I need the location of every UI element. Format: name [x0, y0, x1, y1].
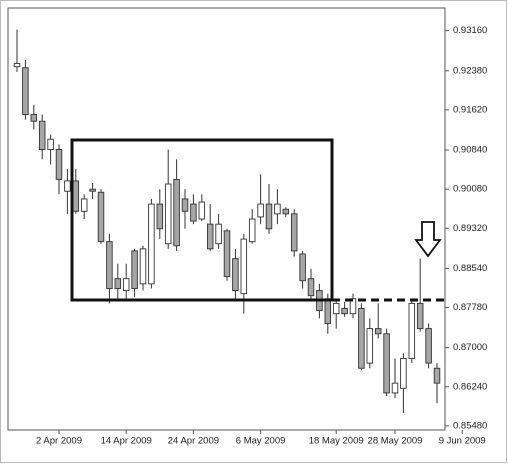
y-tick-label: 0.93160	[453, 25, 487, 36]
candle-body	[156, 203, 164, 230]
candle-body	[122, 278, 130, 291]
candle-body	[383, 333, 390, 394]
plot-area	[7, 7, 446, 431]
x-tick-label: 6 May 2009	[236, 436, 286, 447]
candles	[13, 29, 441, 414]
candle-body	[416, 302, 424, 330]
candle-body	[248, 218, 256, 243]
candle-body	[358, 308, 365, 369]
candle-body	[307, 278, 315, 297]
candle-body	[64, 180, 71, 192]
candle-body	[190, 203, 197, 222]
candle-body	[181, 198, 189, 212]
y-tick-label: 0.89320	[453, 223, 487, 234]
y-tick-label: 0.87780	[453, 302, 487, 313]
range-box	[70, 138, 334, 302]
x-tick-label: 2 Apr 2009	[36, 436, 82, 447]
candle-body	[232, 258, 239, 291]
y-tick-label: 0.88540	[453, 263, 487, 274]
candle-body	[47, 138, 54, 150]
x-tick-label: 18 May 2009	[309, 436, 364, 447]
y-tick-label: 0.85480	[453, 420, 487, 431]
candle-body	[80, 198, 88, 212]
x-tick-label: 14 Apr 2009	[101, 436, 152, 447]
candle-body	[223, 230, 231, 278]
candle-body	[114, 278, 122, 289]
candle-body	[30, 114, 38, 122]
candle-body	[106, 241, 113, 289]
candle-body	[97, 191, 105, 243]
candle-body	[22, 67, 29, 115]
candle-body	[240, 238, 248, 295]
candle-body	[13, 63, 21, 68]
candle-body	[89, 188, 96, 192]
candle-body	[257, 203, 264, 218]
candle-body	[72, 180, 80, 212]
candle-body	[391, 382, 399, 394]
x-tick-label: 9 Jun 2009	[439, 436, 486, 447]
candle-body	[341, 308, 348, 315]
candle-body	[324, 298, 332, 324]
candle-body	[173, 178, 180, 247]
y-tick-label: 0.86240	[453, 381, 487, 392]
x-tick-label: 28 May 2009	[368, 436, 423, 447]
y-tick-label: 0.90080	[453, 184, 487, 195]
candle-body	[148, 203, 155, 285]
candle-body	[206, 223, 214, 250]
candle-body	[131, 250, 138, 289]
candle-body	[215, 223, 222, 245]
candle-body	[425, 328, 432, 364]
candle-body	[282, 208, 290, 215]
candle-body	[408, 302, 416, 359]
candle-body	[265, 203, 273, 230]
y-tick-label: 0.87000	[453, 342, 487, 353]
y-tick-label: 0.91620	[453, 104, 487, 115]
candle-body	[299, 253, 306, 282]
candle-body	[55, 149, 63, 180]
candle-body	[332, 302, 340, 315]
candle-body	[400, 358, 407, 389]
candle-body	[38, 120, 46, 150]
x-tick-label: 24 Apr 2009	[168, 436, 219, 447]
candle-body	[164, 183, 172, 245]
y-tick-label: 0.92380	[453, 65, 487, 76]
candle-body	[433, 367, 441, 384]
candle-body	[366, 328, 374, 364]
candle-body	[139, 248, 147, 285]
y-tick-label: 0.90840	[453, 145, 487, 156]
candle-body	[274, 203, 281, 215]
arrow	[414, 221, 442, 258]
candle-body	[374, 328, 382, 335]
candle-body	[290, 213, 298, 252]
candle-body	[198, 201, 206, 220]
